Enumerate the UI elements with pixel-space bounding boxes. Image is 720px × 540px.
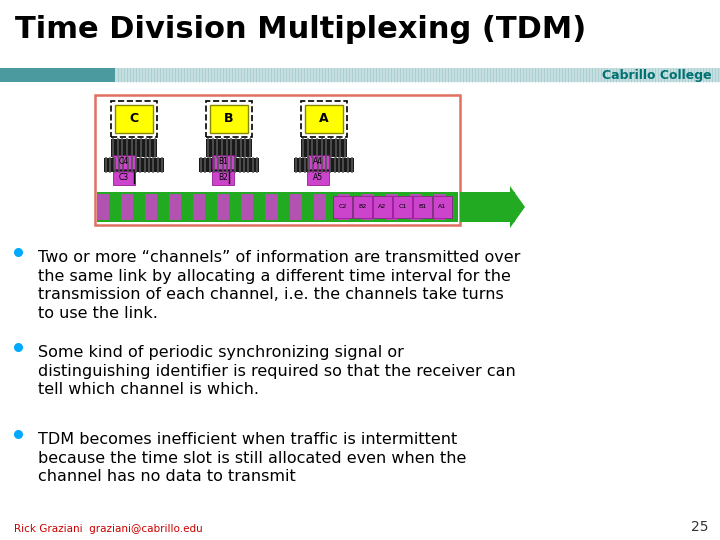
Bar bbox=[113, 155, 135, 169]
Text: Two or more “channels” of information are transmitted over
the same link by allo: Two or more “channels” of information ar… bbox=[38, 250, 521, 321]
Text: A5: A5 bbox=[313, 173, 323, 183]
Bar bbox=[212, 155, 234, 169]
Text: B2: B2 bbox=[359, 205, 366, 210]
Bar bbox=[145, 194, 157, 220]
Bar bbox=[111, 101, 157, 137]
Bar bbox=[434, 194, 446, 220]
Bar bbox=[302, 194, 314, 220]
Polygon shape bbox=[510, 186, 525, 228]
Bar bbox=[230, 194, 241, 220]
Bar bbox=[277, 194, 289, 220]
Text: Time Division Multiplexing (TDM): Time Division Multiplexing (TDM) bbox=[15, 15, 586, 44]
Text: C1: C1 bbox=[398, 205, 407, 210]
Bar bbox=[307, 155, 329, 169]
Text: 25: 25 bbox=[690, 520, 708, 534]
Bar bbox=[206, 101, 252, 137]
Text: TDM becomes inefficient when traffic is intermittent
because the time slot is st: TDM becomes inefficient when traffic is … bbox=[38, 432, 467, 484]
Bar bbox=[121, 194, 133, 220]
Bar bbox=[338, 194, 350, 220]
Bar bbox=[386, 194, 398, 220]
Bar bbox=[373, 196, 392, 218]
Bar bbox=[301, 139, 347, 157]
Bar bbox=[314, 194, 325, 220]
Bar bbox=[307, 171, 329, 185]
Bar bbox=[169, 194, 181, 220]
Bar bbox=[210, 105, 248, 133]
Text: A4: A4 bbox=[313, 158, 323, 166]
Text: Rick Graziani  graziani@cabrillo.edu: Rick Graziani graziani@cabrillo.edu bbox=[14, 524, 203, 534]
Bar bbox=[205, 194, 217, 220]
Bar bbox=[350, 194, 361, 220]
Bar bbox=[393, 196, 412, 218]
Bar bbox=[253, 194, 266, 220]
Bar bbox=[398, 194, 410, 220]
Text: C3: C3 bbox=[119, 173, 129, 183]
Bar bbox=[217, 194, 230, 220]
Text: B2: B2 bbox=[218, 173, 228, 183]
Bar bbox=[433, 196, 452, 218]
Text: C2: C2 bbox=[338, 205, 347, 210]
Bar bbox=[422, 194, 434, 220]
Bar bbox=[95, 95, 460, 225]
Text: A1: A1 bbox=[438, 205, 446, 210]
Bar bbox=[266, 194, 277, 220]
Bar bbox=[353, 196, 372, 218]
Bar bbox=[325, 194, 338, 220]
Bar bbox=[111, 139, 157, 157]
Bar bbox=[410, 194, 422, 220]
Bar bbox=[115, 105, 153, 133]
Bar bbox=[305, 105, 343, 133]
Bar bbox=[289, 194, 302, 220]
Bar bbox=[301, 101, 347, 137]
Text: A2: A2 bbox=[379, 205, 387, 210]
Bar bbox=[109, 194, 121, 220]
Bar bbox=[241, 194, 253, 220]
Text: Cabrillo College: Cabrillo College bbox=[603, 69, 712, 82]
Bar bbox=[199, 158, 259, 172]
Bar bbox=[0, 68, 115, 82]
Bar bbox=[97, 194, 109, 220]
Bar bbox=[361, 194, 374, 220]
Bar bbox=[333, 196, 352, 218]
Text: B: B bbox=[224, 112, 234, 125]
Text: Some kind of periodic synchronizing signal or
distinguishing identifier is requi: Some kind of periodic synchronizing sign… bbox=[38, 345, 516, 397]
Bar bbox=[206, 139, 252, 157]
Text: A: A bbox=[319, 112, 329, 125]
Bar bbox=[294, 158, 354, 172]
Bar bbox=[374, 194, 386, 220]
Bar bbox=[181, 194, 193, 220]
Text: B1: B1 bbox=[218, 158, 228, 166]
Bar bbox=[413, 196, 432, 218]
Text: C4: C4 bbox=[119, 158, 129, 166]
Bar bbox=[157, 194, 169, 220]
Bar bbox=[446, 194, 458, 220]
Bar bbox=[113, 171, 135, 185]
Bar bbox=[133, 194, 145, 220]
Bar bbox=[193, 194, 205, 220]
Text: C: C bbox=[130, 112, 138, 125]
Bar bbox=[460, 192, 515, 222]
Bar bbox=[104, 158, 164, 172]
Bar bbox=[97, 192, 458, 222]
Text: B1: B1 bbox=[418, 205, 426, 210]
Bar bbox=[212, 171, 234, 185]
Bar bbox=[115, 68, 720, 82]
